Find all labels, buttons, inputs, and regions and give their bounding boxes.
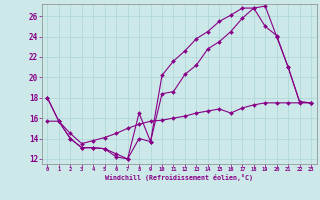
X-axis label: Windchill (Refroidissement éolien,°C): Windchill (Refroidissement éolien,°C) <box>105 174 253 181</box>
